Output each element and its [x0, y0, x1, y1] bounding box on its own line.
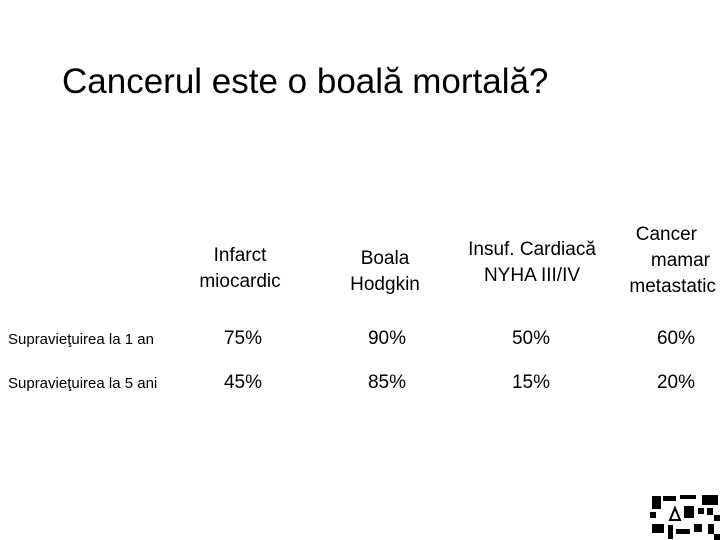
table-cell: 75%	[223, 328, 263, 349]
table-cell: 20%	[656, 372, 696, 393]
slide-title: Cancerul este o boală mortală?	[62, 62, 549, 101]
column-header-line: NYHA III/IV	[483, 265, 581, 286]
table-cell: 15%	[511, 372, 551, 393]
column-header-hodgkin: Boala Hodgkin	[335, 246, 435, 298]
table-cell: 60%	[656, 328, 696, 349]
table-cell: 90%	[367, 328, 407, 349]
column-header-line: Infarct	[213, 245, 267, 266]
column-header-line: mamar	[650, 250, 710, 271]
row-label-1-year: Supravieţuirea la 1 an	[8, 331, 154, 348]
column-header-cancer-mamar: Cancer mamar metastatic	[606, 222, 716, 300]
table-cell: 50%	[511, 328, 551, 349]
column-header-insuf-cardiaca: Insuf. Cardiacă NYHA III/IV	[452, 237, 612, 289]
table-cell: 45%	[223, 372, 263, 393]
institution-logo-icon	[650, 495, 720, 540]
column-header-infarct: Infarct miocardic	[190, 243, 290, 295]
column-header-line: Cancer	[635, 224, 697, 245]
column-header-line: Insuf. Cardiacă	[468, 239, 596, 260]
column-header-line: Boala	[360, 248, 410, 269]
table-cell: 85%	[367, 372, 407, 393]
column-header-line: miocardic	[199, 271, 281, 292]
column-header-line: metastatic	[629, 276, 716, 297]
column-header-line: Hodgkin	[350, 274, 420, 295]
row-label-5-years: Supravieţuirea la 5 ani	[8, 375, 158, 392]
